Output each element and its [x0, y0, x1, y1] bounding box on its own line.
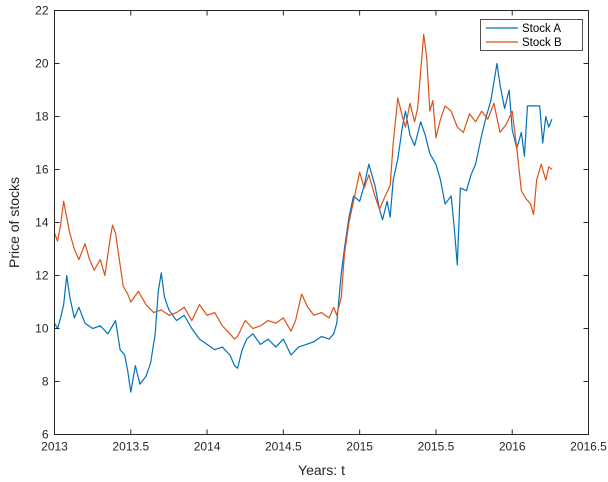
x-tick-label: 2016 — [499, 440, 526, 454]
y-axis-label: Price of stocks — [6, 177, 22, 268]
x-axis-label: Years: t — [298, 462, 345, 478]
x-tick-label: 2014.5 — [265, 440, 302, 454]
y-tick-label: 20 — [35, 57, 49, 71]
legend-label-stock-a: Stock A — [522, 23, 561, 35]
x-tick-label: 2013.5 — [112, 440, 149, 454]
x-tick-label: 2015.5 — [418, 440, 455, 454]
legend-label-stock-b: Stock B — [522, 37, 562, 49]
y-tick-label: 14 — [35, 216, 49, 230]
y-tick-label: 12 — [35, 269, 49, 283]
x-tick-label: 2013 — [41, 440, 68, 454]
y-tick-label: 6 — [42, 428, 49, 442]
y-tick-label: 16 — [35, 163, 49, 177]
x-tick-label: 2015 — [346, 440, 373, 454]
x-tick-label: 2016.5 — [570, 440, 607, 454]
y-tick-label: 10 — [35, 322, 49, 336]
legend: Stock A Stock B — [481, 20, 583, 51]
x-tick-label: 2014 — [194, 440, 221, 454]
y-tick-label: 18 — [35, 110, 49, 124]
y-tick-label: 22 — [35, 4, 49, 18]
y-tick-label: 8 — [42, 375, 49, 389]
